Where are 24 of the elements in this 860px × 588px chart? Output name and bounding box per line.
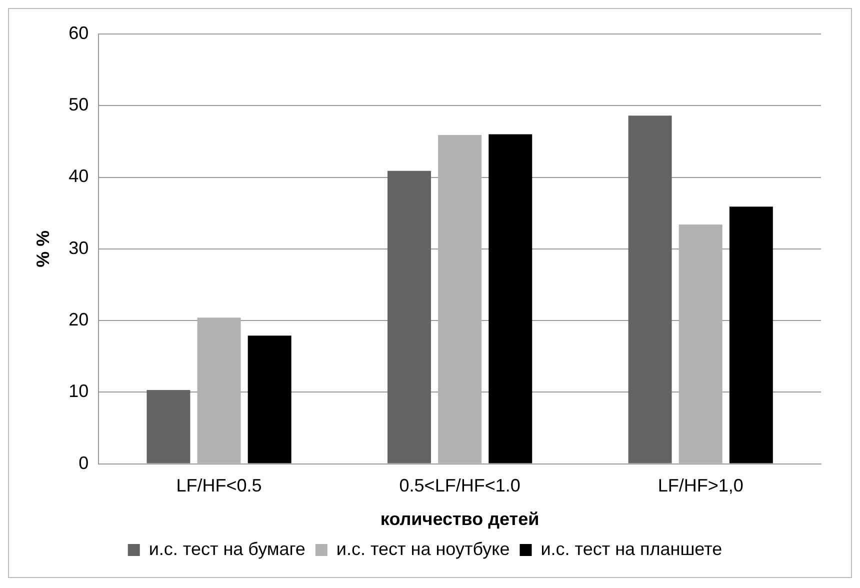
bar <box>488 134 532 464</box>
y-tick-label: 10 <box>68 381 89 402</box>
y-tick-label: 40 <box>68 166 89 186</box>
bar <box>729 206 773 464</box>
legend-label: и.с. тест на планшете <box>540 538 722 559</box>
bar <box>197 318 241 464</box>
bar <box>388 170 431 464</box>
legend-label: и.с. тест на бумаге <box>148 538 306 559</box>
x-tick-label: LF/HF<0.5 <box>176 476 262 496</box>
legend-label: и.с. тест на ноутбуке <box>336 538 510 559</box>
bar <box>438 135 482 464</box>
y-tick-label: 50 <box>68 94 89 115</box>
y-tick-label: 0 <box>78 452 89 473</box>
y-tick-label: 30 <box>68 238 89 258</box>
y-tick-label: 60 <box>68 22 89 43</box>
x-tick-label: 0.5<LF/HF<1.0 <box>399 476 520 496</box>
y-tick-label: 20 <box>68 310 89 330</box>
bar <box>678 224 722 464</box>
y-axis-title: % % <box>32 230 53 268</box>
x-axis-title: количество детей <box>380 509 540 530</box>
bar <box>628 116 672 464</box>
bar <box>248 336 292 464</box>
bar <box>146 390 190 464</box>
x-tick-label: LF/HF>1,0 <box>658 476 744 496</box>
